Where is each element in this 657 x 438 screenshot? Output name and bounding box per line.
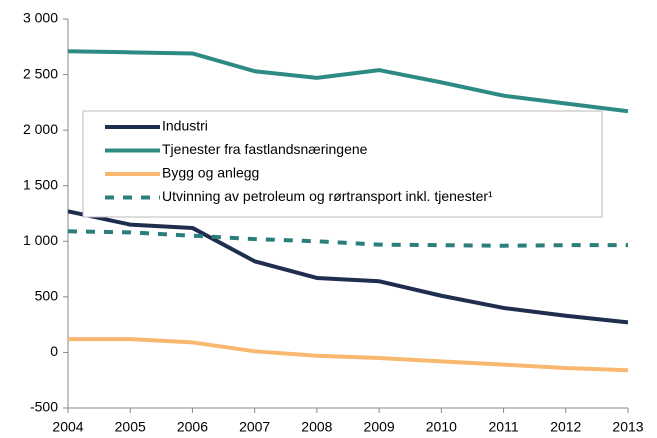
x-tick-label: 2011 — [489, 419, 519, 435]
x-tick-label: 2008 — [301, 419, 332, 435]
x-tick-label: 2009 — [364, 419, 395, 435]
y-tick-label: -500 — [30, 399, 58, 415]
y-tick-label: 1 500 — [23, 176, 58, 192]
x-tick-label: 2005 — [115, 419, 146, 435]
x-tick-label: 2006 — [177, 419, 208, 435]
legend-label: Industri — [162, 118, 208, 134]
series-line — [67, 49, 629, 114]
legend-label: Tjenester fra fastlandsnæringene — [162, 141, 368, 157]
series-line — [68, 337, 629, 373]
x-tick-label: 2013 — [612, 419, 643, 435]
x-tick-label: 2010 — [426, 419, 457, 435]
x-tick-label: 2004 — [52, 419, 83, 435]
y-tick-label: 1 000 — [23, 232, 58, 248]
x-tick-label: 2007 — [239, 419, 270, 435]
x-tick-label: 2012 — [550, 419, 581, 435]
series-line — [67, 229, 628, 248]
legend-label: Bygg og anlegg — [162, 165, 259, 181]
y-tick-label: 3 000 — [23, 10, 58, 26]
y-tick-label: 0 — [50, 343, 58, 359]
legend-label: Utvinning av petroleum og rørtransport i… — [162, 188, 493, 204]
y-tick-label: 500 — [35, 288, 59, 304]
legend-box — [82, 110, 603, 218]
series-line — [67, 209, 629, 325]
y-tick-label: 2 500 — [23, 65, 58, 81]
y-tick-label: 2 000 — [23, 121, 58, 137]
